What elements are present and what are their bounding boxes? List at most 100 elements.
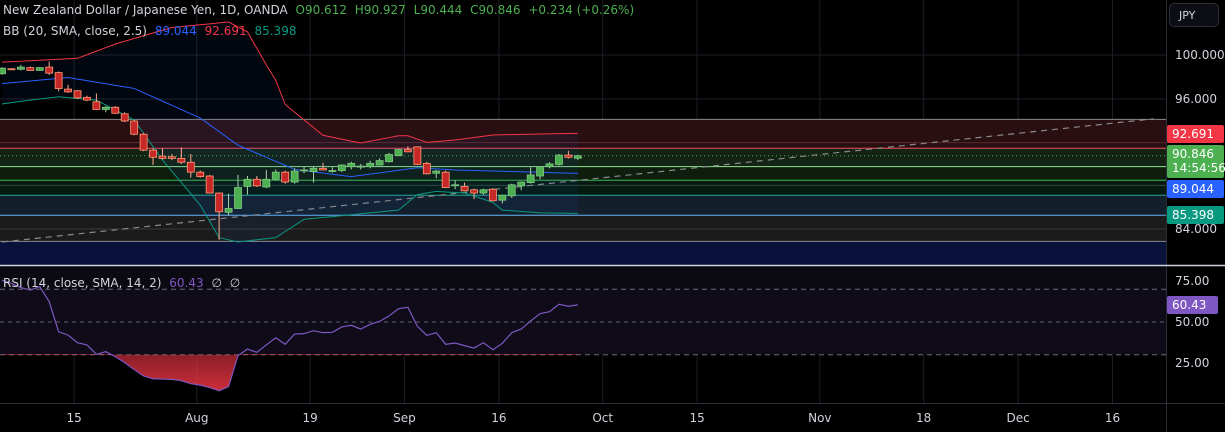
candle-body bbox=[92, 101, 101, 110]
candle-body bbox=[375, 160, 384, 166]
date-tick: Aug bbox=[185, 411, 209, 425]
currency-button[interactable]: JPY bbox=[1169, 3, 1219, 27]
candle-body bbox=[498, 194, 507, 201]
candle-body bbox=[215, 192, 224, 213]
rsi-legend[interactable]: RSI (14, close, SMA, 14, 2) 60.43 ∅ ∅ bbox=[3, 276, 244, 290]
candle bbox=[366, 160, 375, 169]
candle-body bbox=[337, 164, 346, 171]
candle-body bbox=[177, 157, 186, 163]
candle-body bbox=[35, 67, 44, 71]
price-tick: 84.000 bbox=[1175, 222, 1217, 236]
candle-body bbox=[394, 149, 403, 157]
candle bbox=[83, 95, 91, 102]
date-tick: 16 bbox=[491, 411, 507, 425]
bar-countdown: 14:54:56 bbox=[1172, 161, 1225, 175]
candle-body bbox=[366, 162, 375, 168]
candle bbox=[26, 66, 35, 71]
rsi-oversold-fill bbox=[2, 354, 578, 391]
candle-body bbox=[16, 66, 25, 70]
rsi-pane bbox=[0, 266, 1166, 392]
candle bbox=[413, 146, 422, 165]
zone-band bbox=[0, 215, 1166, 242]
candle-body bbox=[64, 88, 72, 93]
date-tick: 19 bbox=[302, 411, 318, 425]
candle bbox=[234, 174, 242, 209]
candle bbox=[0, 67, 6, 75]
bb-lower-tag: 85.398 bbox=[1167, 206, 1224, 224]
candles bbox=[0, 61, 582, 240]
date-tick: 15 bbox=[66, 411, 82, 425]
candle-body bbox=[168, 156, 176, 159]
candle-body bbox=[441, 171, 450, 188]
candle bbox=[196, 170, 205, 178]
candle bbox=[441, 170, 450, 189]
date-tick: 16 bbox=[1104, 411, 1121, 425]
candle-body bbox=[26, 67, 35, 71]
candle bbox=[526, 167, 535, 184]
candle-body bbox=[385, 154, 393, 163]
candle-body bbox=[479, 189, 488, 194]
candle bbox=[479, 188, 488, 195]
candle-body bbox=[186, 161, 195, 173]
candle bbox=[54, 71, 63, 92]
candle bbox=[130, 119, 139, 136]
candle-body bbox=[111, 106, 120, 114]
date-tick: 18 bbox=[916, 411, 932, 425]
candle bbox=[186, 154, 195, 178]
date-tick: Dec bbox=[1006, 411, 1030, 425]
candle-body bbox=[573, 155, 582, 159]
candle bbox=[35, 67, 44, 71]
candle bbox=[281, 170, 290, 184]
candle bbox=[205, 174, 214, 194]
candle-body bbox=[45, 66, 54, 74]
candle bbox=[488, 188, 497, 202]
rsi-band-fill bbox=[0, 289, 1166, 355]
candle-body bbox=[290, 170, 299, 183]
last-price: 90.846 bbox=[1172, 147, 1214, 161]
candle-body bbox=[507, 184, 516, 197]
candle bbox=[498, 194, 507, 204]
candle bbox=[328, 167, 337, 173]
candle bbox=[73, 90, 82, 99]
candle-body bbox=[139, 133, 148, 151]
candle bbox=[120, 112, 129, 123]
candle-body bbox=[555, 154, 563, 165]
candle bbox=[158, 148, 167, 160]
candle-body bbox=[309, 167, 318, 173]
candle-body bbox=[526, 174, 535, 183]
candle bbox=[149, 148, 157, 165]
zone-band bbox=[0, 180, 1166, 196]
bb-label: BB (20, SMA, close, 2.5) bbox=[3, 24, 147, 38]
candle bbox=[347, 161, 356, 170]
bb-basis-value: 89.044 bbox=[154, 24, 197, 38]
candle-body bbox=[413, 146, 422, 165]
symbol-title: New Zealand Dollar / Japanese Yen, 1D, O… bbox=[3, 3, 288, 17]
symbol-legend: New Zealand Dollar / Japanese Yen, 1D, O… bbox=[3, 3, 638, 17]
bb-basis-line bbox=[1, 77, 578, 178]
bb-legend[interactable]: BB (20, SMA, close, 2.5) 89.044 92.691 8… bbox=[3, 24, 300, 38]
candle bbox=[290, 168, 299, 184]
candle-body bbox=[101, 106, 110, 110]
candle-body bbox=[234, 187, 242, 209]
candle bbox=[319, 162, 327, 171]
candle-body bbox=[347, 162, 356, 168]
last-price-tag: 90.846 14:54:56 bbox=[1167, 145, 1225, 178]
candle bbox=[356, 163, 365, 170]
candle bbox=[536, 166, 544, 180]
candle bbox=[300, 166, 308, 174]
candle-body bbox=[356, 165, 365, 168]
candle bbox=[517, 181, 526, 191]
zone-band bbox=[0, 148, 1166, 167]
rsi-tick: 75.00 bbox=[1175, 274, 1210, 288]
date-tick: Sep bbox=[393, 411, 416, 425]
candle bbox=[64, 84, 72, 93]
rsi-tick: 25.00 bbox=[1175, 356, 1210, 370]
bb-basis-tag: 89.044 bbox=[1167, 180, 1224, 198]
candle bbox=[432, 169, 441, 179]
candle-body bbox=[0, 67, 6, 75]
date-tick: 15 bbox=[689, 411, 705, 425]
date-tick: Nov bbox=[808, 411, 832, 425]
candle bbox=[111, 106, 120, 114]
candle-body bbox=[432, 170, 441, 174]
